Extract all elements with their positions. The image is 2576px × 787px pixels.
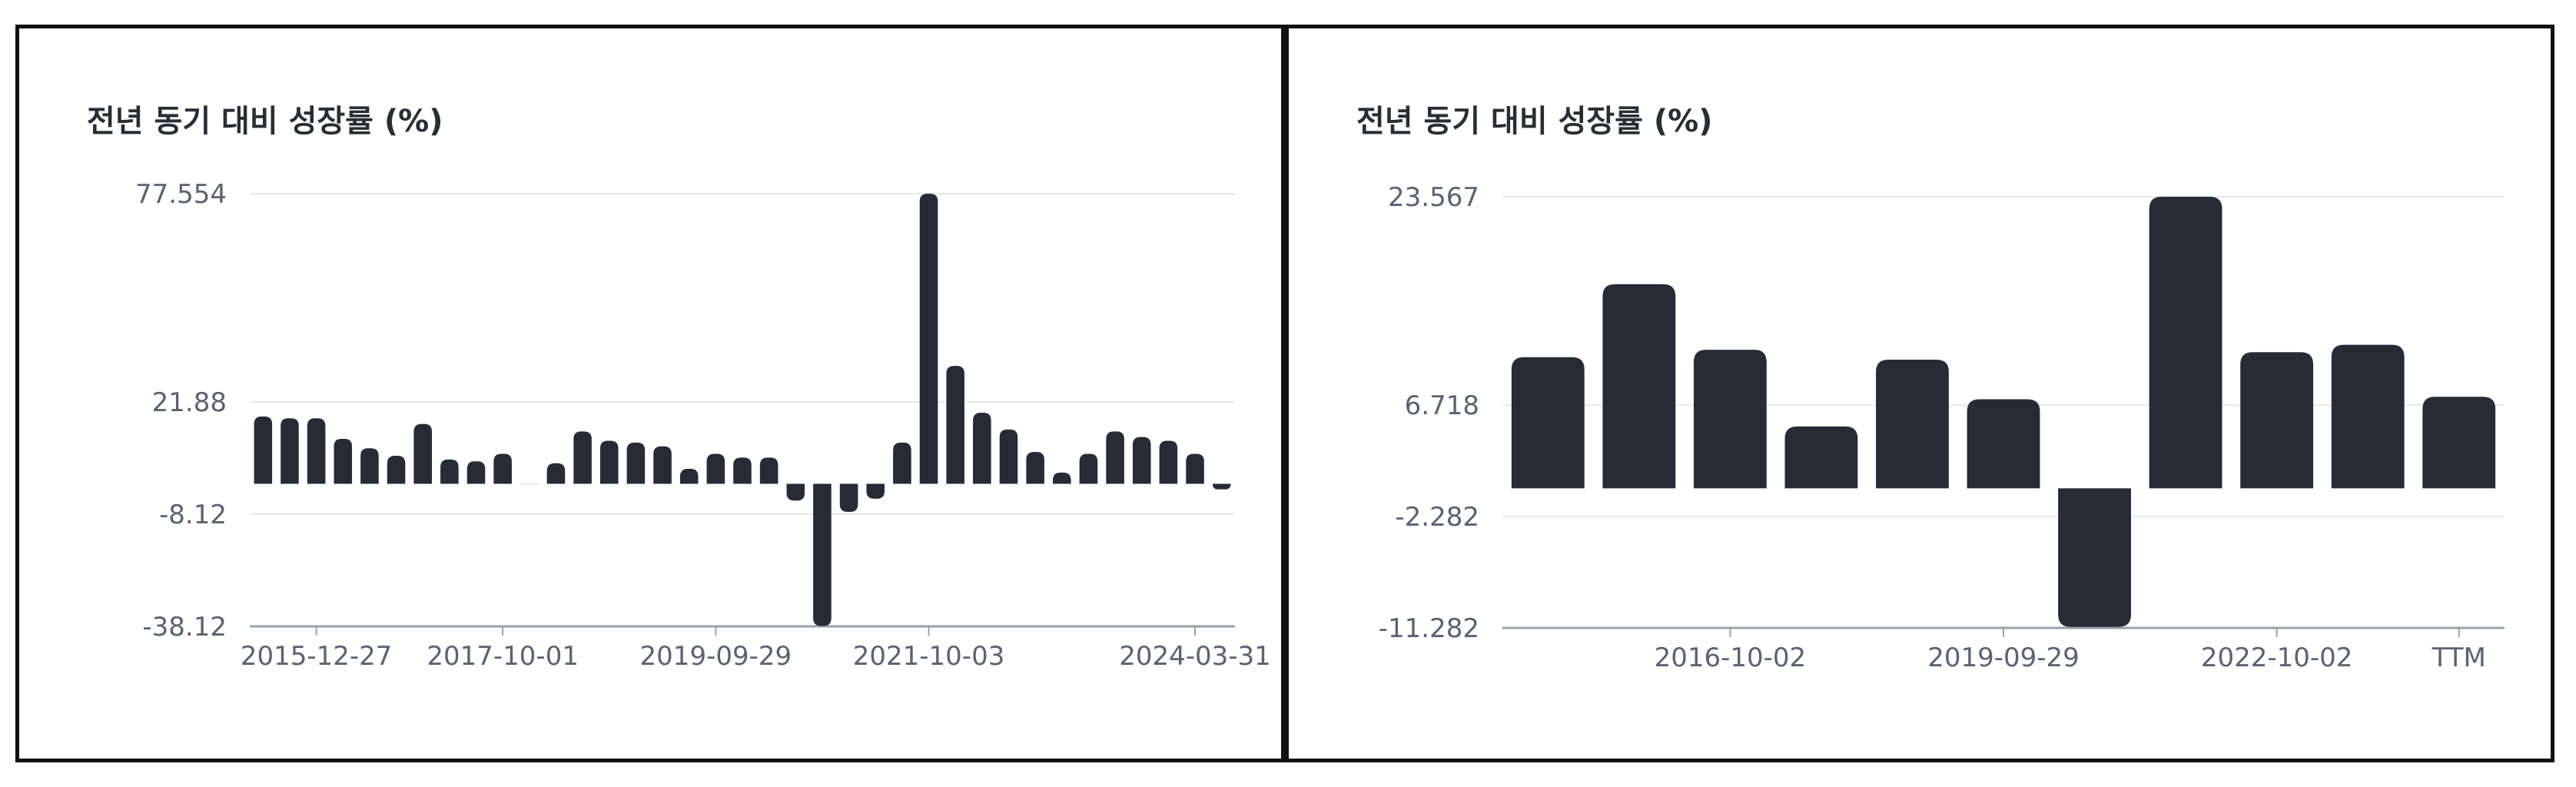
x-tick-label: 2019-09-29	[640, 641, 792, 672]
bar	[733, 457, 752, 484]
bar	[1876, 359, 1949, 489]
y-tick-label: 77.554	[135, 179, 227, 210]
bar	[573, 431, 592, 484]
bar	[1602, 284, 1676, 489]
y-tick-label: 21.88	[152, 387, 227, 418]
bar	[679, 468, 699, 484]
bar	[2240, 352, 2314, 489]
bar	[2331, 344, 2405, 489]
bar	[759, 457, 778, 484]
y-tick-label: -11.282	[1379, 613, 1479, 644]
bar	[999, 429, 1018, 484]
x-tick-label: 2016-10-02	[1655, 643, 1807, 673]
bar	[254, 416, 273, 484]
y-tick-label: 23.567	[1388, 182, 1479, 213]
bar	[919, 194, 938, 484]
chart-title: 전년 동기 대비 성장률 (%)	[1356, 104, 1713, 139]
x-tick-label: 2021-10-03	[853, 641, 1005, 672]
bar	[1079, 453, 1098, 484]
bar	[2422, 397, 2496, 489]
bar	[973, 412, 991, 484]
bar	[599, 440, 619, 484]
bar	[1693, 350, 1767, 489]
bar	[493, 453, 512, 484]
bar	[706, 453, 725, 484]
bar	[653, 446, 672, 484]
bar	[1053, 472, 1071, 484]
chart-panel-left: 전년 동기 대비 성장률 (%) 77.554 21.88 -8.12 -38.12 2…	[15, 25, 1285, 762]
bar	[1212, 483, 1231, 490]
bar	[2149, 197, 2222, 489]
y-tick-label: -8.12	[159, 500, 227, 530]
bar	[334, 439, 353, 484]
bar	[786, 483, 805, 501]
bar	[307, 418, 326, 484]
x-tick-label: 2022-10-02	[2201, 643, 2353, 673]
chart-panel-right: 전년 동기 대비 성장률 (%) 23.567 6.718 -2.282 -11.28…	[1285, 25, 2554, 762]
bar	[360, 448, 379, 484]
bar	[1511, 357, 1585, 489]
bar-chart-left: 77.554 21.88 -8.12 -38.12 2015-12-27 2017-10-…	[135, 179, 1271, 672]
bar	[281, 418, 299, 484]
x-tick-label: 2017-10-01	[427, 641, 579, 672]
bar	[1784, 426, 1858, 489]
bar	[1026, 452, 1044, 484]
bar	[866, 483, 885, 499]
bar	[387, 455, 406, 484]
bar	[466, 461, 486, 484]
bar	[1967, 399, 2040, 489]
bar	[839, 483, 858, 512]
bar	[1159, 440, 1178, 484]
bar	[2058, 488, 2131, 627]
bar	[546, 463, 566, 484]
bar	[893, 442, 911, 484]
y-tick-label: -2.282	[1395, 502, 1479, 533]
x-tick-label: 2019-09-29	[1927, 643, 2080, 673]
bar	[626, 442, 646, 484]
bar	[440, 459, 459, 484]
bar	[1186, 453, 1204, 484]
bar	[946, 366, 964, 484]
y-tick-label: -38.12	[142, 612, 227, 643]
y-tick-label: 6.718	[1405, 390, 1479, 421]
bar	[813, 483, 832, 626]
x-tick-label: 2015-12-27	[241, 641, 393, 672]
bar-chart-right: 23.567 6.718 -2.282 -11.282 2016-10-02 2019-0…	[1379, 182, 2505, 673]
chart-title: 전년 동기 대비 성장률 (%)	[87, 104, 443, 139]
bar	[413, 423, 432, 484]
bar	[1132, 437, 1151, 484]
x-tick-label: 2024-03-31	[1119, 641, 1271, 672]
bar	[1106, 431, 1124, 484]
x-tick-label: TTM	[2432, 643, 2486, 673]
